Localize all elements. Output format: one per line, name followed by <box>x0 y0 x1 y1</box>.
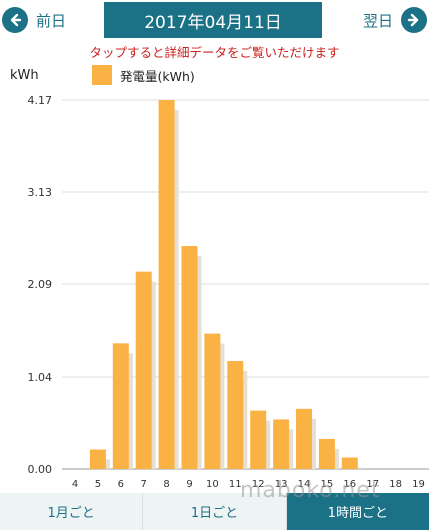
previous-day-button[interactable]: 前日 <box>2 4 74 36</box>
x-tick-label: 8 <box>163 479 169 490</box>
tab-monthly[interactable]: 1月ごと <box>0 493 144 530</box>
bar[interactable] <box>158 100 175 469</box>
bar[interactable] <box>341 457 358 469</box>
bar[interactable] <box>318 438 335 469</box>
tab-daily[interactable]: 1日ごと <box>143 493 287 530</box>
x-tick-label: 17 <box>366 479 379 490</box>
interval-tabs: 1月ごと 1日ごと 1時間ごと <box>0 493 429 530</box>
header-bar: 前日 2017年04月11日 翌日 <box>0 0 429 40</box>
x-tick-label: 19 <box>412 479 425 490</box>
bar[interactable] <box>296 408 312 469</box>
x-tick-label: 15 <box>321 479 334 490</box>
arrow-right-icon <box>401 7 427 33</box>
x-tick-label: 14 <box>298 479 311 490</box>
x-tick-label: 4 <box>72 479 78 490</box>
previous-day-label: 前日 <box>36 11 67 30</box>
x-tick-label: 5 <box>95 479 101 490</box>
x-tick-label: 11 <box>229 479 242 490</box>
x-tick-label: 16 <box>343 479 356 490</box>
y-tick-label: 1.04 <box>28 371 53 384</box>
x-tick-label: 10 <box>206 479 219 490</box>
y-tick-label: 3.13 <box>28 186 53 199</box>
tap-notice: タップすると詳細データをご覧いただけます <box>89 45 340 60</box>
bar[interactable] <box>135 271 152 469</box>
legend-label: 発電量(kWh) <box>120 68 195 84</box>
x-tick-label: 6 <box>118 479 124 490</box>
y-axis-unit: kWh <box>10 68 39 83</box>
current-date: 2017年04月11日 <box>104 2 322 38</box>
y-tick-label: 4.17 <box>28 94 53 107</box>
x-tick-label: 13 <box>275 479 288 490</box>
x-tick-label: 9 <box>186 479 192 490</box>
bar[interactable] <box>89 449 106 469</box>
bar[interactable] <box>273 419 290 469</box>
bar[interactable] <box>227 361 244 469</box>
legend-swatch <box>92 65 112 85</box>
x-tick-label: 12 <box>252 479 265 490</box>
x-tick-label: 18 <box>389 479 402 490</box>
y-tick-label: 2.09 <box>28 278 53 291</box>
arrow-left-icon <box>2 7 28 33</box>
x-tick-label: 7 <box>141 479 147 490</box>
bar[interactable] <box>181 246 198 469</box>
bar-chart[interactable]: 0.00 1.04 2.09 3.13 4.17 4 5 6 7 8 9 10 11 12 13 14 15 16… <box>0 0 429 493</box>
y-tick-label: 0.00 <box>28 463 53 476</box>
bar[interactable] <box>250 410 267 469</box>
next-day-button[interactable]: 翌日 <box>355 4 427 36</box>
next-day-label: 翌日 <box>362 11 393 30</box>
bar[interactable] <box>204 333 221 469</box>
tab-hourly[interactable]: 1時間ごと <box>286 493 429 530</box>
chart-legend: 発電量(kWh) <box>92 65 195 85</box>
bar[interactable] <box>112 343 129 469</box>
